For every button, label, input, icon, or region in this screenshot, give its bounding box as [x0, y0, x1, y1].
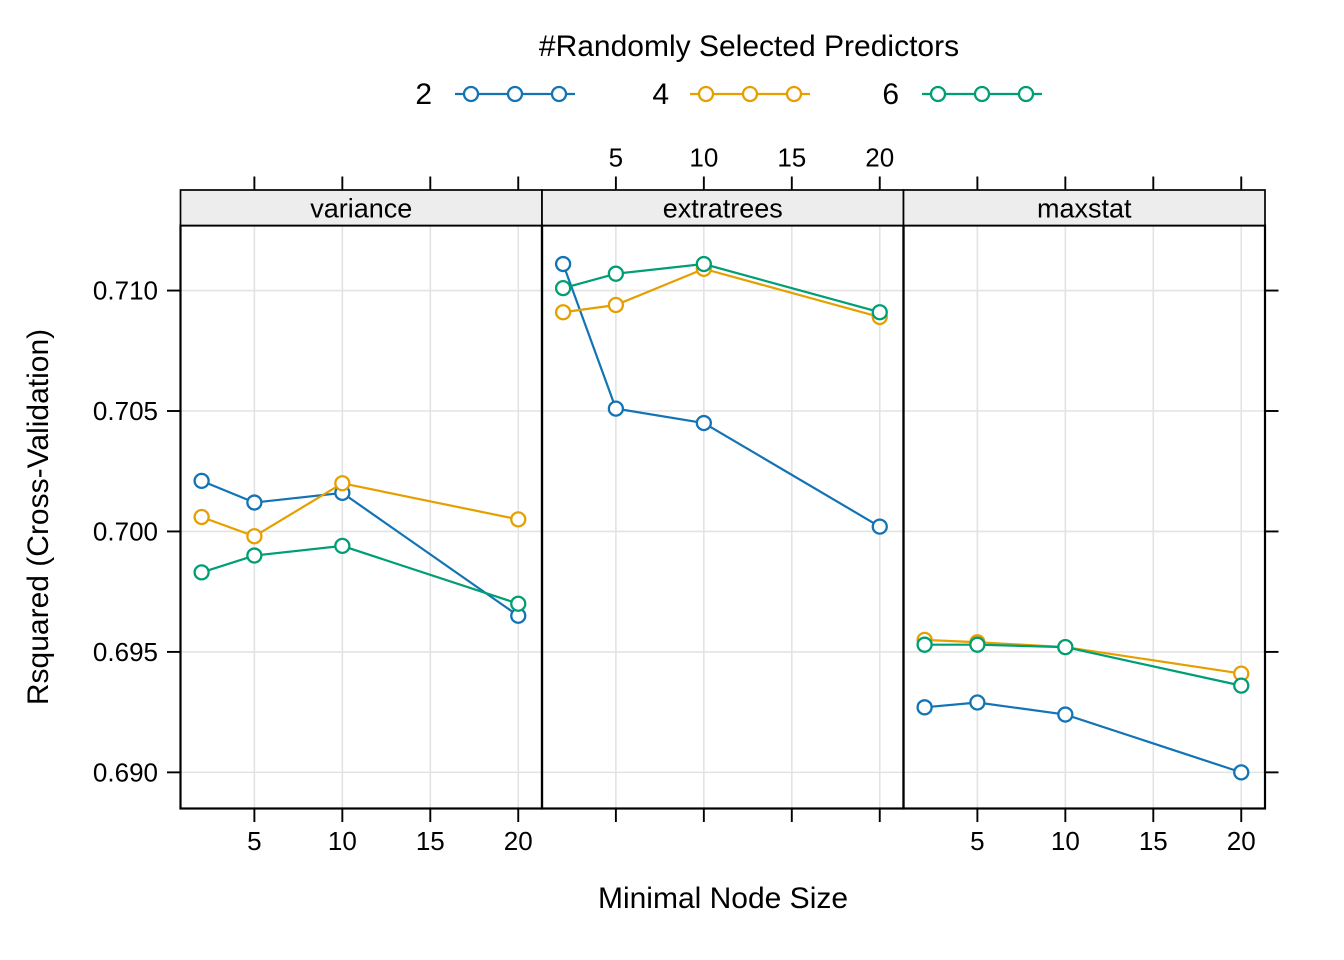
top-tick-label: 5 [609, 143, 623, 173]
series-line-mtry-4 [924, 638, 1242, 675]
data-point-marker [871, 304, 888, 321]
data-point-marker [695, 255, 712, 273]
data-point-marker [554, 279, 572, 297]
strip-label: maxstat [1037, 193, 1132, 223]
series-layer [193, 255, 1250, 781]
y-tick-label: 0.700 [93, 517, 158, 547]
data-point-marker [334, 537, 351, 555]
bottom-tick-label: 5 [247, 826, 261, 856]
data-point-marker [607, 400, 625, 417]
data-point-marker [969, 636, 986, 653]
strip-label: extratrees [663, 193, 783, 223]
bottom-tick-label: 5 [970, 826, 984, 856]
data-point-marker [871, 518, 888, 535]
data-point-marker [334, 475, 351, 492]
y-axis-title: Rsquared (Cross-Validation) [22, 329, 55, 705]
series-line-mtry-6 [924, 643, 1242, 687]
strip-row: variance extratrees maxstat [179, 189, 1266, 227]
data-point-marker [510, 511, 527, 528]
legend-entry-4: 4 [652, 78, 810, 111]
series-line-mtry-6 [562, 262, 881, 314]
legend-entry-label: 4 [652, 78, 669, 111]
legend-entry-6: 6 [882, 78, 1042, 111]
legend-key-marker [697, 85, 715, 103]
data-point-marker [246, 494, 263, 511]
panel-borders-layer [179, 224, 1267, 810]
strip-box [902, 189, 1266, 227]
data-point-marker [510, 595, 527, 612]
strip-box [179, 189, 543, 227]
legend-title: #Randomly Selected Predictors [539, 30, 959, 63]
legend-key-marker [785, 85, 803, 103]
y-tick-label: 0.690 [93, 757, 158, 787]
panel-border [179, 224, 544, 810]
data-point-marker [969, 694, 986, 711]
data-point-marker [246, 547, 263, 564]
data-point-marker [193, 508, 210, 526]
bottom-tick-label: 20 [1227, 826, 1256, 856]
data-point-marker [1233, 677, 1250, 694]
data-point-marker [193, 564, 210, 581]
series-line-mtry-4 [201, 482, 519, 538]
data-point-marker [607, 296, 625, 314]
legend-entry-label: 2 [415, 78, 432, 111]
legend-key-marker [973, 85, 991, 103]
top-tick-label: 15 [777, 143, 806, 173]
strip-label: variance [310, 193, 412, 223]
data-point-marker [1057, 638, 1074, 656]
series-line-mtry-4 [562, 267, 881, 319]
bottom-tick-label: 15 [1139, 826, 1168, 856]
legend-entry-label: 6 [882, 78, 899, 111]
bottom-tick-label: 10 [328, 826, 357, 856]
data-point-marker [695, 414, 712, 432]
bottom-tick-label: 20 [504, 826, 533, 856]
legend-key-marker [1017, 85, 1035, 103]
legend-entries: 2 4 6 [415, 78, 1042, 111]
data-point-marker [1057, 706, 1074, 723]
series-line-mtry-2 [924, 701, 1242, 774]
data-point-marker [193, 472, 210, 490]
gridlines-layer [180, 225, 1265, 809]
panel-border [540, 224, 905, 810]
x-axis-title: Minimal Node Size [598, 882, 848, 915]
series-line-mtry-6 [201, 544, 519, 605]
top-tick-label: 10 [689, 143, 718, 173]
y-tick-label: 0.705 [93, 396, 158, 426]
legend-key-marker [929, 85, 947, 103]
top-tick-label: 20 [865, 143, 894, 173]
legend: #Randomly Selected Predictors 2 4 6 [415, 30, 1042, 111]
y-tick-label: 0.695 [93, 637, 158, 667]
data-point-marker [916, 699, 933, 716]
data-point-marker [554, 304, 572, 321]
axes-layer: 5 10 15 20 5 10 15 20 5 10 15 20 0.690 0.695 0.700 0.70… [93, 143, 1279, 856]
legend-key-marker [741, 85, 759, 103]
bottom-tick-label: 15 [416, 826, 445, 856]
series-line-mtry-2 [562, 263, 881, 528]
data-point-marker [607, 265, 625, 282]
legend-key-marker [462, 85, 480, 103]
legend-entry-2: 2 [415, 78, 575, 111]
data-point-marker [246, 528, 263, 545]
y-tick-label: 0.710 [93, 276, 158, 306]
legend-key-marker [550, 85, 568, 103]
legend-key-marker [506, 85, 524, 103]
bottom-tick-label: 10 [1051, 826, 1080, 856]
data-point-marker [554, 255, 572, 273]
series-line-mtry-2 [201, 479, 519, 617]
data-point-marker [1233, 764, 1250, 781]
data-point-marker [916, 636, 933, 653]
